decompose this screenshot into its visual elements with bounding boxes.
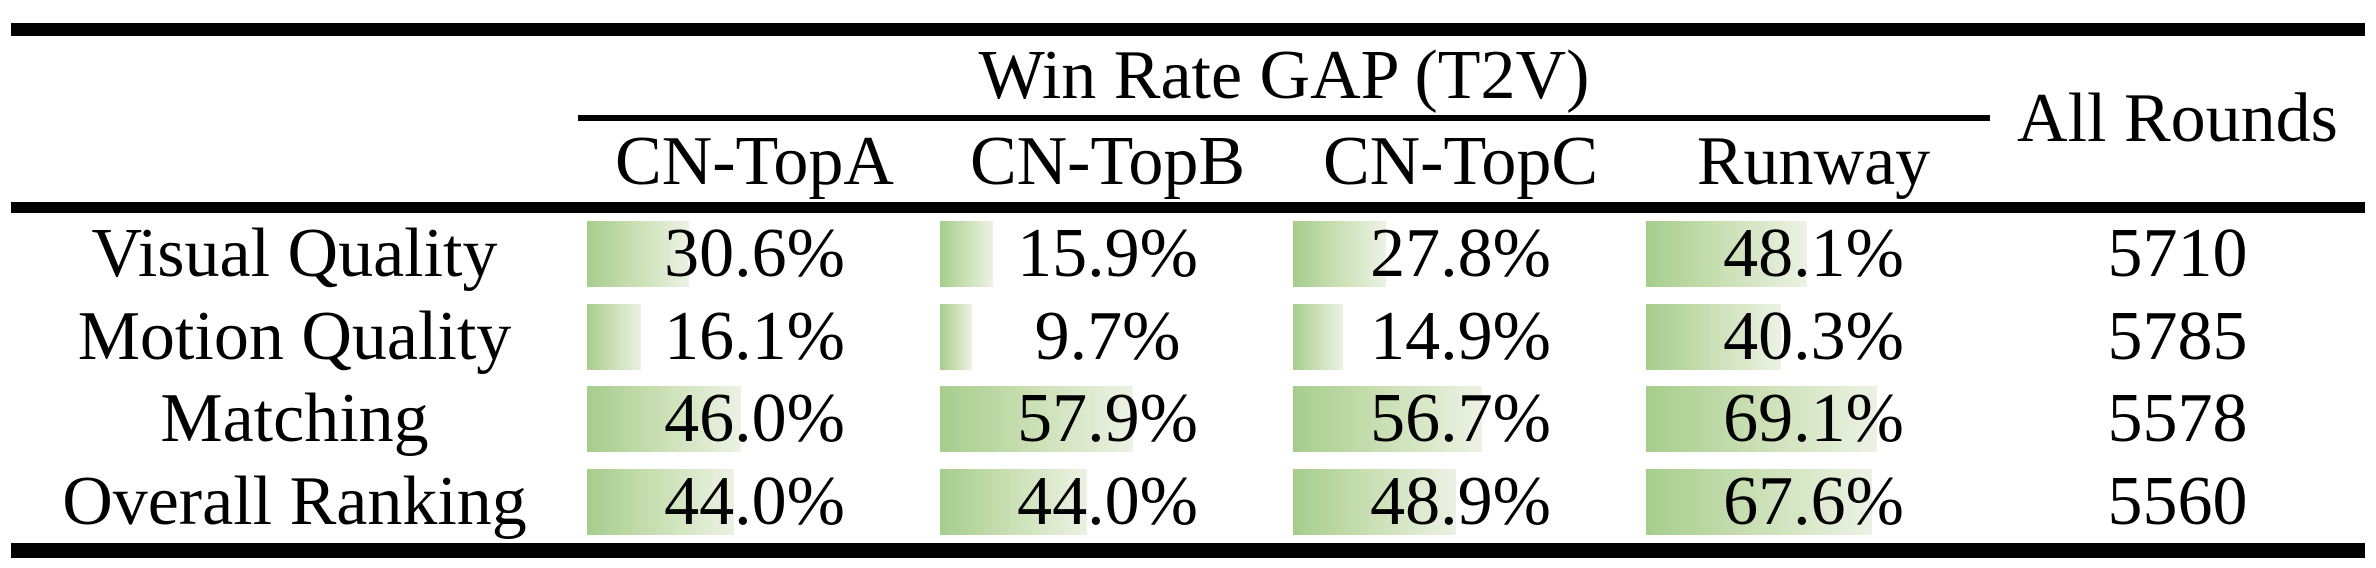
win-rate-bar [1646, 303, 1781, 370]
win-rate-value: 57.9% [1017, 380, 1198, 458]
data-cell: 9.7% [931, 296, 1284, 379]
win-rate-bar-track [587, 468, 921, 535]
win-rate-bar-track [940, 303, 1274, 370]
win-rate-value: 48.9% [1370, 462, 1551, 540]
data-cell: 69.1% [1637, 378, 1990, 461]
win-rate-value: 48.1% [1723, 215, 1904, 293]
data-cell: 67.6% [1637, 461, 1990, 544]
win-rate-value: 9.7% [1034, 297, 1181, 375]
win-rate-bar [940, 468, 1087, 535]
header-divider-rule [11, 202, 2365, 213]
all-rounds-value: 5785 [2107, 297, 2248, 375]
win-rate-bar-track [1646, 468, 1980, 535]
row-label: Motion Quality [77, 297, 512, 375]
data-cell: 16.1% [578, 296, 931, 379]
win-rate-bar [587, 468, 734, 535]
group-header-title: Win Rate GAP (T2V) [978, 36, 1590, 114]
all-rounds-value: 5578 [2107, 380, 2248, 458]
win-rate-bar [1293, 386, 1483, 452]
win-rate-bar [1293, 468, 1457, 535]
top-rule [11, 23, 2365, 36]
win-rate-bar [1646, 386, 1877, 452]
all-rounds-value: 5560 [2107, 462, 2248, 540]
win-rate-bar [587, 303, 641, 370]
data-cell: 30.6% [578, 213, 931, 296]
data-cell: 14.9% [1284, 296, 1637, 379]
win-rate-bar [1646, 221, 1807, 287]
column-header-runway: Runway [1696, 122, 1931, 200]
win-rate-bar [587, 221, 690, 287]
win-rate-bar [1293, 303, 1343, 370]
win-rate-bar [1646, 468, 1872, 535]
data-cell: 44.0% [578, 461, 931, 544]
win-rate-value: 27.8% [1370, 215, 1551, 293]
win-rate-bar-track [587, 221, 921, 287]
win-rate-bar-track [1293, 221, 1627, 287]
win-rate-bar [940, 221, 994, 287]
group-header-underline [578, 115, 1990, 121]
data-cell: 27.8% [1284, 213, 1637, 296]
win-rate-value: 44.0% [1017, 462, 1198, 540]
model-column-headers: CN-TopA CN-TopB CN-TopC Runway [578, 121, 1990, 202]
win-rate-bar-track [1293, 468, 1627, 535]
win-rate-bar-track [587, 386, 921, 452]
data-cell: 46.0% [578, 378, 931, 461]
all-rounds-column-header: All Rounds [2017, 80, 2338, 157]
win-rate-bar-track [1293, 386, 1627, 452]
win-rate-value: 44.0% [664, 462, 845, 540]
win-rate-value: 46.0% [664, 380, 845, 458]
data-cell: 44.0% [931, 461, 1284, 544]
win-rate-bar-track [940, 468, 1274, 535]
data-cell: 48.1% [1637, 213, 1990, 296]
win-rate-value: 56.7% [1370, 380, 1551, 458]
win-rate-bar [940, 303, 973, 370]
table-row-visual-quality: Visual Quality 30.6% 15.9% 27.8% [11, 213, 2365, 296]
data-cell: 56.7% [1284, 378, 1637, 461]
win-rate-value: 67.6% [1723, 462, 1904, 540]
win-rate-bar-track [940, 221, 1274, 287]
bottom-rule [11, 543, 2365, 558]
win-rate-bar [587, 386, 741, 452]
data-cell: 40.3% [1637, 296, 1990, 379]
win-rate-value: 15.9% [1017, 215, 1198, 293]
win-rate-bar-track [940, 386, 1274, 452]
win-rate-value: 30.6% [664, 215, 845, 293]
win-rate-value: 40.3% [1723, 297, 1904, 375]
row-label: Overall Ranking [62, 462, 527, 540]
table-row-overall-ranking: Overall Ranking 44.0% 44.0% 48.9% [11, 461, 2365, 544]
all-rounds-value: 5710 [2107, 215, 2248, 293]
data-cell: 57.9% [931, 378, 1284, 461]
win-rate-bar [1293, 221, 1386, 287]
table-row-motion-quality: Motion Quality 16.1% 9.7% 14.9% [11, 296, 2365, 379]
row-label: Matching [160, 380, 429, 458]
win-rate-value: 14.9% [1370, 297, 1551, 375]
win-rate-bar-track [1646, 303, 1980, 370]
data-cell: 48.9% [1284, 461, 1637, 544]
data-cell: 15.9% [931, 213, 1284, 296]
column-header-cn-topa: CN-TopA [615, 122, 894, 200]
win-rate-bar-track [587, 303, 921, 370]
win-rate-value: 16.1% [664, 297, 845, 375]
table-body: Visual Quality 30.6% 15.9% 27.8% [11, 213, 2365, 543]
win-rate-value: 69.1% [1723, 380, 1904, 458]
row-label: Visual Quality [91, 215, 498, 293]
column-header-cn-topb: CN-TopB [969, 122, 1246, 200]
win-rate-bar-track [1293, 303, 1627, 370]
win-rate-bar-track [1646, 386, 1980, 452]
win-rate-bar [940, 386, 1134, 452]
column-header-cn-topc: CN-TopC [1322, 122, 1599, 200]
win-rate-bar-track [1646, 221, 1980, 287]
table-row-matching: Matching 46.0% 57.9% 56.7% [11, 378, 2365, 461]
